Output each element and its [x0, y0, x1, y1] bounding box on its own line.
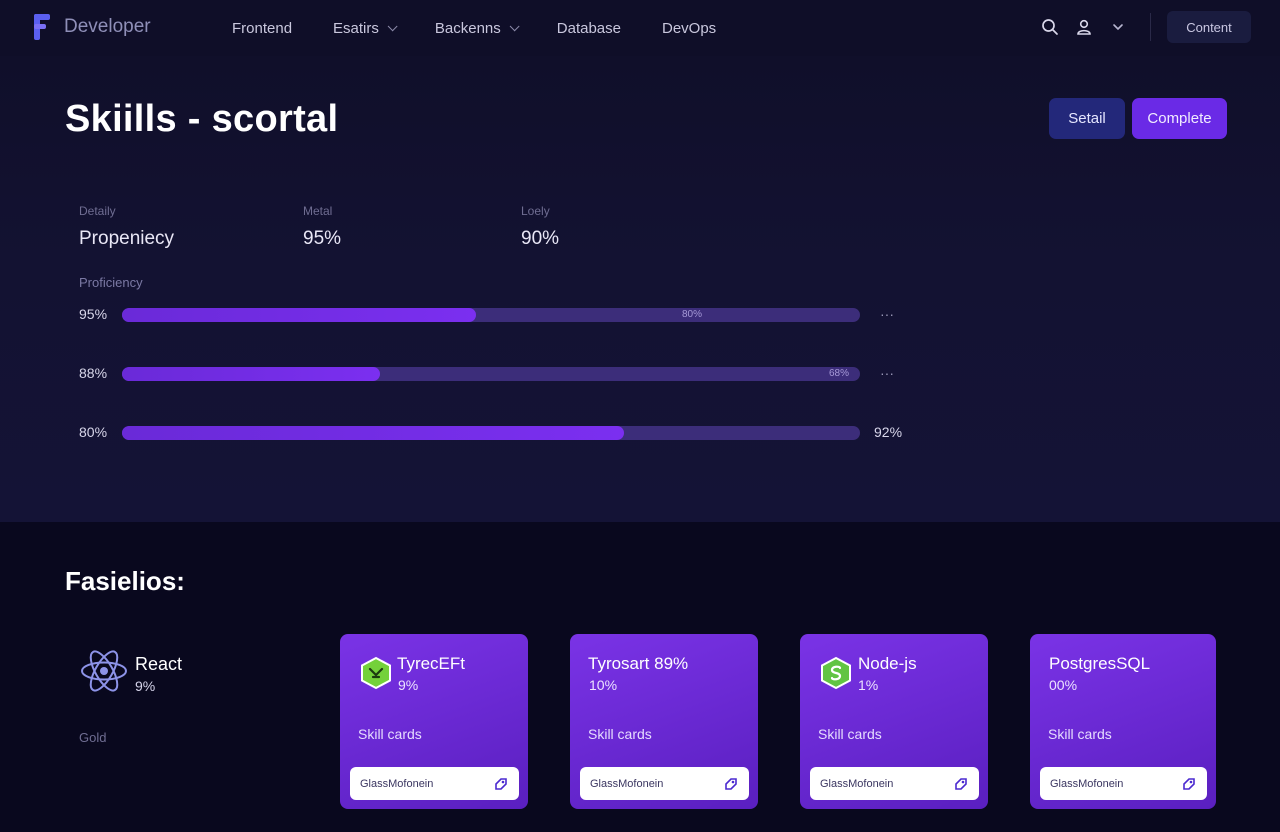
proficiency-bar-row: 80% 92% [79, 424, 919, 441]
nodejs-hexagon-icon [821, 656, 851, 690]
bar-inner-label: 80% [682, 309, 703, 320]
react-percent: 9% [135, 678, 156, 694]
skill-card[interactable]: TyrecEFt 9% Skill cards GlassMofonein [340, 634, 528, 809]
edit-tag-icon[interactable] [493, 776, 509, 792]
stat-label: Detaily [79, 204, 116, 218]
more-icon[interactable]: ··· [880, 365, 894, 381]
nav-actions: Content [1026, 11, 1251, 43]
skill-card[interactable]: Tyrosart 89% 10% Skill cards GlassMofone… [570, 634, 758, 809]
progress-bar: 80% [122, 308, 860, 322]
nav-link-esatirs[interactable]: Esatirs [333, 19, 398, 37]
card-name: Node-js [858, 654, 917, 673]
edit-tag-icon[interactable] [953, 776, 969, 792]
card-input-field[interactable]: GlassMofonein [580, 767, 749, 800]
react-sub-label: Gold [79, 730, 107, 745]
progress-bar: 68% [122, 367, 860, 381]
card-input-value: GlassMofonein [820, 777, 894, 790]
progress-bar-fill [122, 426, 624, 440]
setail-button[interactable]: Setail [1049, 98, 1125, 139]
proficiency-bar-row: 88% 68% ··· [79, 365, 919, 382]
chevron-down-icon[interactable] [1108, 17, 1128, 37]
f-logo-icon [34, 14, 52, 40]
stat-value: Propeniecy [79, 228, 175, 249]
stat-label: Loely [521, 204, 550, 218]
nav-links: Frontend Esatirs Backenns Database DevOp… [232, 0, 757, 56]
progress-bar [122, 426, 860, 440]
nav-link-backenns[interactable]: Backenns [434, 19, 520, 37]
card-sub-label: Skill cards [588, 726, 652, 742]
card-input-value: GlassMofonein [1050, 777, 1124, 790]
bar-percent-label: 80% [79, 424, 108, 440]
card-name: PostgresSQL [1049, 654, 1151, 673]
search-icon[interactable] [1040, 17, 1060, 37]
nav-link-database[interactable]: Database [557, 20, 621, 37]
card-input-field[interactable]: GlassMofonein [810, 767, 979, 800]
skill-card[interactable]: Node-js 1% Skill cards GlassMofonein [800, 634, 988, 809]
edit-tag-icon[interactable] [723, 776, 739, 792]
react-name: React [135, 654, 183, 674]
card-sub-label: Skill cards [1048, 726, 1112, 742]
complete-button[interactable]: Complete [1132, 98, 1227, 139]
nav-link-label: Database [556, 19, 621, 37]
nav-link-devops[interactable]: DevOps [662, 20, 716, 37]
card-name: TyrecEFt [397, 654, 466, 673]
card-percent: 9% [398, 677, 419, 693]
bar-inner-label: 68% [829, 368, 850, 379]
progress-bar-fill [122, 367, 381, 381]
content-button[interactable]: Content [1167, 11, 1251, 43]
card-sub-label: Skill cards [358, 726, 422, 742]
bar-end-percent: 92% [874, 424, 903, 440]
card-percent: 10% [589, 677, 618, 693]
react-atom-icon [81, 650, 127, 692]
card-input-field[interactable]: GlassMofonein [350, 767, 519, 800]
nav-divider [1150, 13, 1151, 41]
hexagon-shield-icon [361, 656, 391, 690]
card-input-value: GlassMofonein [590, 777, 664, 790]
features-title: Fasielios: [65, 566, 185, 596]
stat-value: 95% [303, 228, 342, 249]
nav-link-label: Backenns [434, 19, 501, 37]
card-percent: 00% [1049, 677, 1078, 693]
stat-label: Metal [303, 204, 333, 218]
card-input-field[interactable]: GlassMofonein [1040, 767, 1207, 800]
card-input-value: GlassMofonein [360, 777, 434, 790]
chevron-down-icon [509, 20, 520, 31]
features-section: Fasielios: React 9% Gold TyrecEFt 9% Ski… [0, 522, 1280, 832]
stat-loely: Loely 90% [521, 204, 559, 250]
nav-link-frontend[interactable]: Frontend [232, 20, 292, 37]
more-icon[interactable]: ··· [880, 306, 894, 322]
progress-bar-fill [122, 308, 477, 322]
top-navbar: Developer Frontend Esatirs Backenns Data… [0, 0, 1280, 56]
skills-header-section: Skiills - scortal Setail Complete Detail… [0, 56, 1280, 522]
nav-link-label: DevOps [661, 19, 717, 37]
chevron-down-icon [387, 20, 398, 31]
stat-value: 90% [521, 228, 560, 249]
skill-card[interactable]: PostgresSQL 00% Skill cards GlassMofonei… [1030, 634, 1216, 809]
bar-percent-label: 95% [79, 306, 108, 322]
stat-metal: Metal 95% [303, 204, 341, 250]
brand-name: Developer [64, 16, 151, 37]
brand[interactable]: Developer [34, 14, 151, 40]
card-sub-label: Skill cards [818, 726, 882, 742]
page-title: Skiills - scortal [65, 98, 339, 140]
card-name: Tyrosart 89% [588, 654, 689, 673]
bar-percent-label: 88% [79, 365, 108, 381]
nav-link-label: Frontend [232, 19, 293, 37]
edit-tag-icon[interactable] [1181, 776, 1197, 792]
user-icon[interactable] [1074, 17, 1094, 37]
stat-detaily: Detaily Propeniecy [79, 204, 174, 250]
proficiency-label: Proficiency [79, 275, 143, 290]
card-percent: 1% [858, 677, 879, 693]
proficiency-bar-row: 95% 80% ··· [79, 306, 919, 323]
nav-link-label: Esatirs [333, 19, 379, 37]
